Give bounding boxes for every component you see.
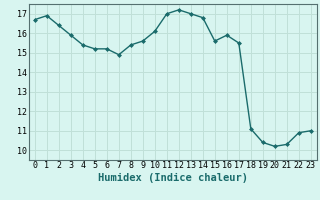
X-axis label: Humidex (Indice chaleur): Humidex (Indice chaleur) [98,173,248,183]
